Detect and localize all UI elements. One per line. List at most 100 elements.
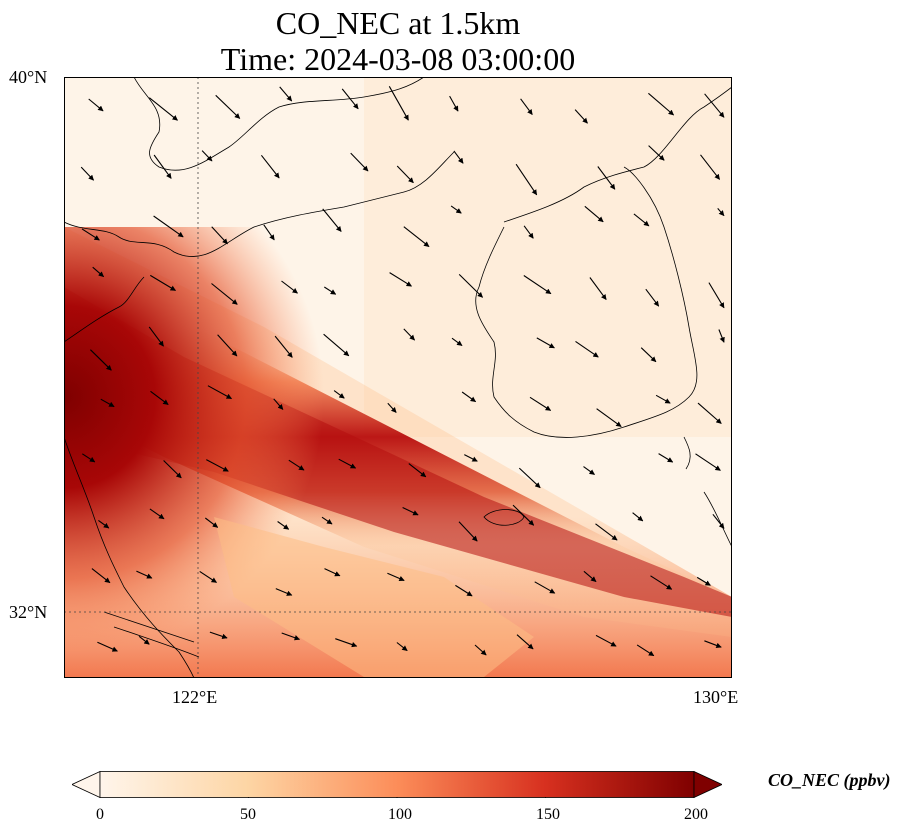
wind-arrow [449,95,459,112]
gridlines [64,77,732,678]
wind-arrow [583,466,595,475]
wind-arrow [518,467,541,489]
wind-arrow [455,584,473,597]
wind-arrow [82,453,96,463]
wind-arrow [163,460,182,479]
wind-arrow [458,274,483,298]
colorbar-tick-200: 200 [684,806,708,823]
coastline-yangtze-mouth [103,611,200,658]
wind-arrow [584,205,604,223]
wind-arrow [534,581,556,594]
wind-arrow [350,152,369,172]
wind-arrow [704,640,722,649]
wind-arrow [153,154,172,179]
concentration-lighter-patch [214,517,534,677]
wind-arrow [529,396,552,411]
wind-arrow [512,504,535,526]
wind-arrow [696,576,711,586]
wind-arrow [695,453,721,471]
wind-arrow [389,272,412,287]
wind-arrow [324,568,341,577]
wind-arrow [597,166,616,190]
wind-arrow [338,458,357,469]
wind-arrow [153,215,184,238]
coastline-jiangsu-south [64,436,195,678]
wind-arrow [322,208,342,232]
wind-arrow [91,568,111,584]
wind-arrow [150,274,176,291]
wind-arrow [648,92,675,116]
wind-arrow [712,513,725,529]
wind-arrow [323,333,350,357]
wind-arrow [279,86,293,102]
coastline-shandong [64,151,455,257]
wind-arrow [281,632,301,641]
wind-arrow [274,335,293,358]
wind-arrow [281,280,298,294]
colorbar-tick-0: 0 [96,806,104,823]
wind-arrow [633,213,650,227]
map-frame [64,77,732,678]
wind-arrow [648,145,665,161]
wind-arrow [583,570,597,583]
wind-arrow [453,150,464,164]
wind-arrow [98,519,110,529]
wind-arrow [451,337,463,347]
coastline-korea-border [503,86,732,223]
wind-arrow [645,288,660,307]
wind-arrow [387,402,397,413]
wind-arrow [718,329,725,343]
concentration-east-light [364,77,732,437]
wind-arrow [150,390,169,406]
wind-arrow [80,166,94,181]
wind-arrow [450,205,462,214]
wind-arrow [640,347,657,363]
colorbar-tick-50: 50 [240,806,256,823]
wind-arrow [88,98,104,112]
coastline-bohai [133,77,425,171]
wind-arrow [396,165,414,184]
wind-arrow [335,638,358,648]
wind-arrow [90,349,112,371]
wind-arrow [704,93,725,118]
wind-arrow [536,337,555,349]
wind-arrow [263,224,275,241]
concentration-plume-core [64,287,732,617]
wind-arrow [275,588,293,596]
wind-arrow [700,154,721,180]
wind-arrow [81,228,100,241]
wind-arrow [697,402,722,424]
wind-arrow [408,463,427,478]
wind-arrow [209,631,228,639]
colorbar-tick-100: 100 [388,806,412,823]
wind-arrow [324,286,337,295]
wind-arrow [206,459,229,472]
colorbar-title: CO_NEC (ppbv) [768,770,891,790]
wind-arrow [474,644,487,656]
wind-arrow [92,266,105,278]
wind-arrow [388,86,409,121]
wind-arrow [632,512,644,522]
wind-arrow [333,390,345,399]
wind-arrow [260,154,280,179]
wind-arrow [97,641,118,652]
wind-arrow [207,385,232,400]
wind-arrow [575,340,599,358]
wind-arrow [708,282,725,309]
wind-arrow [458,521,478,542]
wind-arrow [523,225,534,239]
coastline-jiangsu-north [64,276,145,343]
wind-arrow [403,226,430,248]
map-title-line1: CO_NEC at 1.5km [275,5,521,41]
wind-arrow [138,635,150,645]
wind-arrow [515,163,538,196]
x-tick-130E: 130°E [693,687,739,707]
colorbar-gradient [99,771,695,798]
coastline-jeju-island [483,509,525,526]
wind-arrow [516,634,534,650]
coastline-tsushima [683,436,691,470]
wind-arrow [403,328,415,341]
wind-arrow [655,394,671,404]
wind-arrow [520,98,533,116]
coastline-layer [64,77,732,678]
